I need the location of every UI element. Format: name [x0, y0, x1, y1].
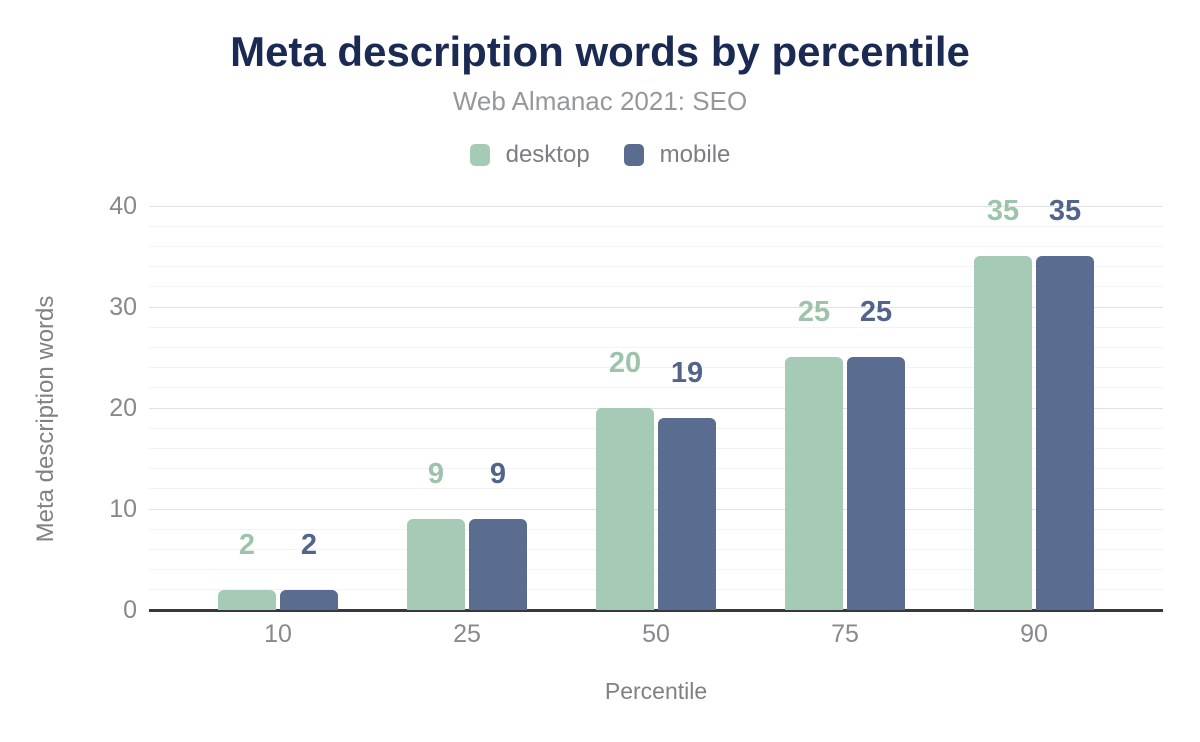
gridline-minor — [149, 589, 1163, 591]
x-axis-line — [149, 609, 1163, 612]
gridline-minor — [149, 245, 1163, 247]
gridline-minor — [149, 548, 1163, 550]
gridline-minor — [149, 346, 1163, 348]
y-tick-label: 0 — [123, 596, 137, 624]
gridline-minor — [149, 569, 1163, 571]
bar-column-mobile: 25 — [847, 206, 905, 610]
bar-mobile — [469, 519, 527, 610]
bar-value-label: 35 — [1048, 195, 1082, 227]
legend-label: desktop — [505, 141, 590, 168]
gridline-minor — [149, 528, 1163, 530]
bar-column-mobile: 35 — [1036, 197, 1094, 610]
legend-swatch-desktop — [469, 144, 490, 166]
bar-value-label: 2 — [300, 529, 318, 561]
bar-desktop — [974, 256, 1032, 610]
x-tick-label: 10 — [264, 620, 292, 648]
legend-label: mobile — [659, 141, 731, 168]
bar-column-desktop: 9 — [407, 206, 465, 610]
bar-column-desktop: 20 — [596, 206, 654, 610]
bar-desktop — [407, 519, 465, 610]
y-axis-title: Meta description words — [32, 295, 59, 543]
bar-group: 35 35 — [974, 197, 1094, 610]
gridline-minor — [149, 488, 1163, 490]
bar-value-label: 19 — [670, 357, 704, 389]
chart-subtitle: Web Almanac 2021: SEO — [452, 86, 748, 116]
gridline-minor — [149, 468, 1163, 470]
bar-group: 25 25 — [785, 206, 905, 610]
x-tick-label: 50 — [642, 620, 670, 648]
legend-item-mobile[interactable]: mobile — [623, 141, 731, 169]
gridline-major — [149, 306, 1163, 308]
y-tick-label: 10 — [109, 495, 137, 523]
bar-column-desktop: 2 — [218, 206, 276, 610]
legend-item-desktop[interactable]: desktop — [469, 141, 590, 169]
gridline-minor — [149, 326, 1163, 328]
bar-group: 20 19 — [596, 206, 716, 610]
chart-title: Meta description words by percentile — [230, 28, 970, 75]
bar-column-mobile: 9 — [469, 206, 527, 610]
gridline-minor — [149, 266, 1163, 268]
bar-column-desktop: 25 — [785, 206, 843, 610]
bar-value-label: 35 — [986, 195, 1020, 227]
bar-value-label: 9 — [489, 458, 507, 490]
y-tick-label: 20 — [109, 394, 137, 422]
gridline-minor — [149, 286, 1163, 288]
gridline-major — [149, 205, 1163, 207]
plot-area: 0 10 20 30 40 2 2 9 9 20 19 25 25 35 35 — [109, 192, 1163, 624]
bar-mobile — [847, 357, 905, 610]
x-tick-label: 75 — [831, 620, 859, 648]
gridline-minor — [149, 387, 1163, 389]
gridline-major — [149, 508, 1163, 510]
bar-mobile — [658, 418, 716, 610]
bar-column-mobile: 2 — [280, 206, 338, 610]
bar-desktop — [596, 408, 654, 610]
bar-value-label: 9 — [427, 458, 445, 490]
bar-value-label: 25 — [797, 296, 831, 328]
y-tick-label: 40 — [109, 192, 137, 220]
bar-column-desktop: 35 — [974, 197, 1032, 610]
gridline-minor — [149, 225, 1163, 227]
legend-swatch-mobile — [623, 144, 644, 166]
bar-mobile — [280, 590, 338, 610]
bar-mobile — [1036, 256, 1094, 610]
bar-desktop — [218, 590, 276, 610]
x-tick-label: 90 — [1020, 620, 1048, 648]
legend: desktop mobile — [0, 141, 1200, 169]
x-tick-label: 25 — [453, 620, 481, 648]
y-tick-label: 30 — [109, 293, 137, 321]
bar-value-label: 2 — [238, 529, 256, 561]
bar-value-label: 20 — [608, 347, 642, 379]
bar-value-label: 25 — [859, 296, 893, 328]
x-axis-title: Percentile — [604, 678, 708, 704]
gridline-minor — [149, 447, 1163, 449]
gridline-major — [149, 407, 1163, 409]
bar-desktop — [785, 357, 843, 610]
bar-column-mobile: 19 — [658, 206, 716, 610]
gridline-minor — [149, 367, 1163, 369]
gridline-minor — [149, 427, 1163, 429]
